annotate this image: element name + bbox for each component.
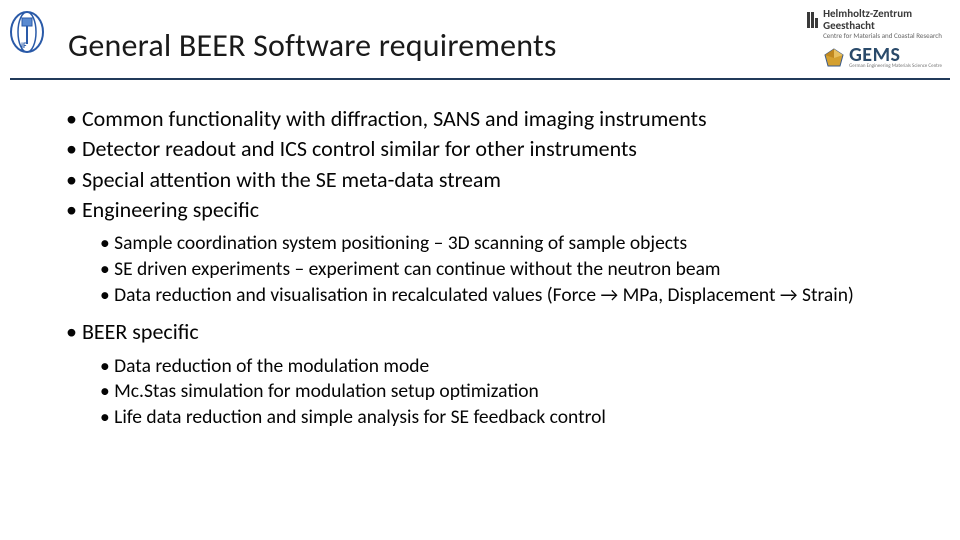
gems-logo: GEMS German Engineering Materials Scienc… <box>823 45 942 69</box>
svg-text:jF: jF <box>20 41 27 51</box>
bullet-4: Engineering specific <box>66 195 920 225</box>
bullet-5-sub-1: Data reduction of the modulation mode <box>100 354 920 380</box>
bullet-5-sublist: Data reduction of the modulation mode Mc… <box>100 354 920 432</box>
header-rule <box>10 78 950 80</box>
bullet-2: Detector readout and ICS control similar… <box>66 134 920 164</box>
hz-line1: Helmholtz-Zentrum <box>823 8 942 20</box>
institute-logo-right: Helmholtz-Zentrum Geesthacht Centre for … <box>823 8 942 70</box>
bullet-4-sub-2: SE driven experiments – experiment can c… <box>100 257 920 283</box>
slide-header: jF General BEER Software requirements He… <box>0 0 960 90</box>
institute-logo-left: jF <box>6 4 48 64</box>
bullet-4-sub-3: Data reduction and visualisation in reca… <box>100 283 920 309</box>
gems-sub: German Engineering Materials Science Cen… <box>849 64 942 69</box>
bullet-1: Common functionality with diffraction, S… <box>66 104 920 134</box>
bullet-5: BEER specific <box>66 317 920 347</box>
hz-line3: Centre for Materials and Coastal Researc… <box>823 32 942 39</box>
bullet-5-sub-3: Life data reduction and simple analysis … <box>100 405 920 431</box>
hz-line2: Geesthacht <box>823 20 942 32</box>
bullet-4-sublist: Sample coordination system positioning –… <box>100 231 920 309</box>
bullet-4-sub-1: Sample coordination system positioning –… <box>100 231 920 257</box>
slide-content: Common functionality with diffraction, S… <box>66 104 920 431</box>
bullet-5-sub-2: Mc.Stas simulation for modulation setup … <box>100 379 920 405</box>
slide-title: General BEER Software requirements <box>68 26 557 65</box>
bullet-3: Special attention with the SE meta-data … <box>66 165 920 195</box>
